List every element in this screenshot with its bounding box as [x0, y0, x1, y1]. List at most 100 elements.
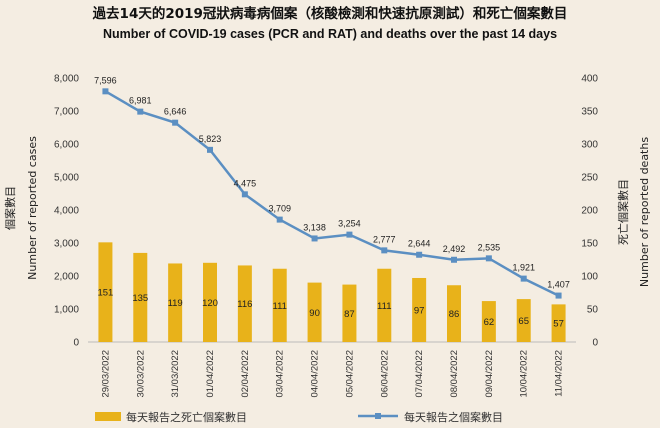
case-point [137, 108, 144, 115]
left-tick-label: 5,000 [54, 173, 79, 184]
chart-title-zh: 過去14天的2019冠狀病毒病個案（核酸檢測和快速抗原測試）和死亡個案數目 [92, 5, 568, 22]
death-bar-label: 65 [518, 316, 529, 327]
x-axis-ticks: 29/03/2022 30/03/2022 31/03/2022 01/04/2022… [100, 350, 564, 398]
death-bar [551, 304, 566, 342]
death-bar-label: 62 [484, 317, 495, 328]
legend-bar-swatch [95, 412, 121, 421]
death-bar-label: 135 [132, 293, 148, 304]
left-tick-label: 7,000 [54, 107, 79, 118]
death-bar-label: 57 [553, 319, 564, 330]
death-bar-label: 116 [237, 299, 252, 310]
case-points [102, 88, 562, 299]
case-line-label: 2,492 [443, 244, 466, 254]
legend: 每天報告之死亡個案數目 每天報告之個案數目 [95, 410, 503, 424]
left-axis-ticks: 0 1,000 2,000 3,000 4,000 5,000 6,000 7,000 8,00… [54, 74, 79, 349]
case-point [381, 247, 388, 254]
case-line-label: 2,644 [408, 239, 431, 249]
death-bar [481, 301, 496, 342]
right-tick-label: 250 [581, 173, 598, 184]
x-tick-label: 02/04/2022 [240, 350, 251, 398]
x-tick-label: 03/04/2022 [275, 350, 286, 398]
death-bar-label: 86 [449, 309, 460, 320]
legend-line-label: 每天報告之個案數目 [404, 410, 503, 424]
case-point [451, 256, 457, 263]
x-tick-label: 10/04/2022 [519, 350, 530, 398]
right-axis-title-en: Number of reported deaths [638, 137, 651, 287]
left-axis-title-en: Number of reported cases [26, 136, 39, 280]
left-tick-label: 8,000 [54, 74, 79, 85]
right-axis-ticks: 0 50 100 150 200 250 300 350 400 [581, 74, 598, 349]
case-point [346, 231, 353, 238]
death-bar [133, 252, 148, 342]
case-line-label: 7,596 [94, 75, 117, 85]
death-bar-label: 119 [168, 298, 183, 309]
death-bar-label: 111 [272, 301, 286, 312]
legend-bar-label: 每天報告之死亡個案數目 [126, 410, 247, 424]
right-tick-label: 200 [581, 206, 598, 217]
death-bar [377, 268, 392, 342]
death-bar-label: 97 [414, 305, 425, 316]
case-line-label: 2,777 [373, 234, 396, 244]
right-tick-label: 400 [581, 74, 598, 85]
case-line-label: 1,921 [512, 263, 535, 273]
case-line-label: 1,407 [547, 280, 570, 290]
x-tick-label: 29/03/2022 [100, 350, 111, 398]
death-bar-label: 87 [344, 309, 355, 320]
death-bar [272, 268, 287, 342]
case-line-label: 2,535 [478, 242, 501, 252]
case-point [416, 251, 423, 258]
case-line [104, 90, 560, 297]
death-bar [203, 262, 217, 342]
chart-title-en: Number of COVID-19 cases (PCR and RAT) a… [103, 27, 557, 41]
case-point [555, 292, 562, 299]
left-tick-label: 2,000 [54, 272, 79, 283]
x-tick-label: 31/03/2022 [170, 350, 181, 398]
case-point [485, 255, 492, 262]
case-line-label: 4,475 [234, 178, 257, 188]
case-point [102, 88, 109, 95]
death-bar [98, 242, 113, 342]
x-tick-label: 08/04/2022 [449, 350, 460, 398]
left-axis-title-zh: 個案數目 [3, 186, 17, 230]
left-axis-title: 個案數目 Number of reported cases [3, 136, 39, 280]
right-tick-label: 100 [581, 272, 598, 283]
case-line-labels: 7,596 6,981 6,646 5,823 4,475 3,709 3,138 3,254… [94, 75, 570, 289]
x-tick-label: 05/04/2022 [344, 350, 355, 398]
case-line-label: 3,709 [268, 204, 291, 214]
case-line-label: 3,254 [338, 219, 361, 229]
death-bar [307, 282, 322, 342]
case-point [520, 275, 527, 282]
x-tick-label: 30/03/2022 [135, 350, 146, 398]
death-bar [516, 299, 531, 342]
case-line-label: 6,981 [129, 96, 152, 106]
death-bar [412, 277, 427, 342]
death-bar-label: 120 [202, 298, 218, 309]
death-bar-label: 111 [377, 301, 391, 312]
right-axis-title: 死亡個案數目 Number of reported deaths [616, 137, 651, 287]
death-bar [168, 263, 183, 342]
legend-line-marker [375, 413, 381, 419]
case-line-label: 6,646 [164, 107, 187, 117]
case-point [241, 191, 248, 198]
x-tick-label: 11/04/2022 [554, 350, 565, 397]
case-point [172, 119, 179, 126]
right-tick-label: 350 [581, 107, 598, 118]
case-point [207, 146, 213, 153]
death-bar [447, 285, 461, 342]
death-bar [237, 265, 252, 342]
case-point [311, 235, 318, 242]
death-bar-label: 90 [309, 308, 320, 319]
right-tick-label: 50 [587, 305, 599, 316]
case-point [276, 216, 283, 223]
x-tick-label: 09/04/2022 [484, 350, 495, 398]
right-axis-title-zh: 死亡個案數目 [616, 179, 630, 245]
left-tick-label: 0 [73, 338, 79, 349]
x-tick-label: 06/04/2022 [379, 350, 390, 398]
death-bar [342, 284, 357, 342]
death-bar-labels: 151 135 119 120 116 111 90 87 111 97 86 62 65 57 [97, 288, 563, 330]
x-tick-label: 01/04/2022 [205, 350, 216, 398]
right-tick-label: 150 [581, 239, 598, 250]
left-tick-label: 1,000 [54, 305, 79, 316]
right-tick-label: 300 [581, 140, 598, 151]
